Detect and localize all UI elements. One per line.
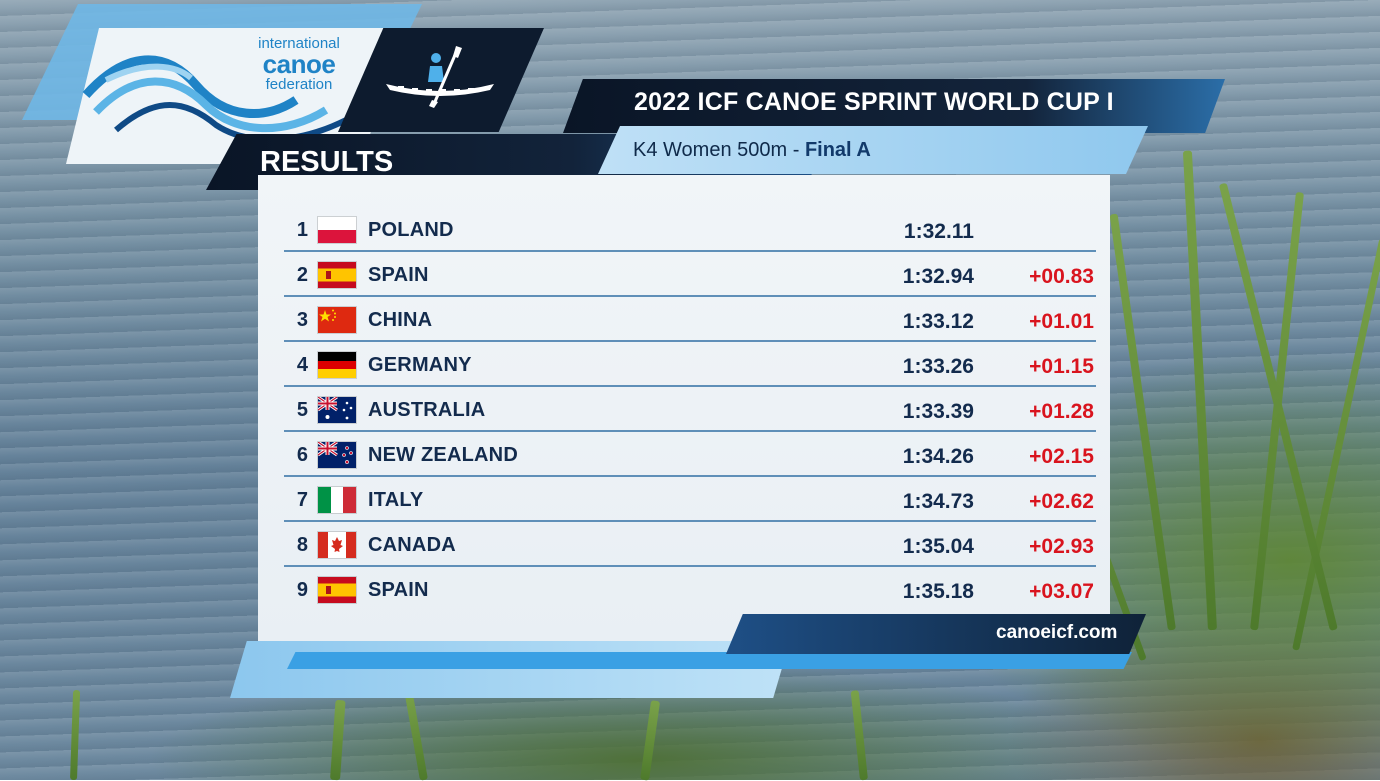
- country-name: SPAIN: [368, 579, 429, 601]
- row-divider: [284, 340, 1096, 342]
- result-row: 9 SPAIN 1:35.18 +03.07: [284, 567, 1096, 612]
- time-behind: +02.93: [1029, 535, 1094, 558]
- country-name: POLAND: [368, 219, 454, 241]
- logo-line-2: canoe: [262, 49, 336, 79]
- finish-time: 1:32.11: [903, 220, 974, 243]
- country-name: CANADA: [368, 534, 456, 556]
- website-label: canoeicf.com: [996, 622, 1118, 643]
- finish-time: 1:34.26: [902, 445, 974, 468]
- rank: 2: [296, 264, 308, 286]
- footer-light-band: [230, 641, 790, 698]
- row-divider: [284, 385, 1096, 387]
- time-behind: +00.83: [1029, 265, 1094, 288]
- rank: 1: [296, 219, 308, 241]
- finish-time: 1:32.94: [902, 265, 974, 288]
- logo-line-3: federation: [265, 76, 333, 93]
- row-divider: [284, 520, 1096, 522]
- finish-time: 1:33.26: [902, 355, 974, 378]
- result-row: 3 CHINA 1:33.12 +01.01: [284, 297, 1096, 342]
- result-row: 2 SPAIN 1:32.94 +00.83: [284, 252, 1096, 297]
- canada-flag-icon: [318, 532, 356, 558]
- time-behind: +02.62: [1029, 490, 1094, 513]
- row-divider: [284, 430, 1096, 432]
- germany-flag-icon: [318, 352, 356, 378]
- spain-flag-icon: [318, 577, 356, 603]
- rank: 7: [296, 489, 308, 511]
- result-row: 8 CANADA 1:35.04 +02.93: [284, 522, 1096, 567]
- logo-line-1: international: [258, 35, 340, 52]
- kayak-paddler-icon: [386, 46, 494, 108]
- rank: 6: [296, 444, 308, 466]
- finish-time: 1:33.39: [902, 400, 974, 423]
- country-name: SPAIN: [368, 264, 429, 286]
- country-name: ITALY: [368, 489, 424, 511]
- event-title: 2022 ICF CANOE SPRINT WORLD CUP I: [634, 88, 1114, 116]
- footer-website-bar: [726, 614, 1146, 654]
- race-phase: Final A: [804, 139, 871, 161]
- new-zealand-flag-icon: [318, 442, 356, 468]
- time-behind: +01.28: [1029, 400, 1094, 423]
- race-separator: -: [787, 139, 805, 161]
- result-row: 6 NEW ZEALAND 1:34.26 +02.15: [284, 432, 1096, 477]
- row-divider: [284, 475, 1096, 477]
- time-behind: +01.15: [1029, 355, 1094, 378]
- country-name: AUSTRALIA: [368, 399, 486, 421]
- race-name: K4 Women 500m: [633, 139, 788, 161]
- spain-flag-icon: [318, 262, 356, 288]
- finish-time: 1:35.18: [902, 580, 974, 603]
- rank: 3: [296, 309, 308, 331]
- rank: 5: [296, 399, 308, 421]
- result-row: 1 POLAND 1:32.11: [284, 207, 1096, 252]
- italy-flag-icon: [318, 487, 356, 513]
- race-subtitle: K4 Women 500m - Final A: [633, 139, 871, 162]
- result-row: 4 GERMANY 1:33.26 +01.15: [284, 342, 1096, 387]
- footer-accent-stripe: [287, 652, 1132, 669]
- icf-wordmark: international canoe federation: [253, 36, 345, 92]
- time-behind: +01.01: [1029, 310, 1094, 333]
- result-row: 7 ITALY 1:34.73 +02.62: [284, 477, 1096, 522]
- rank: 9: [296, 579, 308, 601]
- poland-flag-icon: [318, 217, 356, 243]
- results-panel: [258, 175, 1110, 641]
- row-divider: [284, 565, 1096, 567]
- event-title-bar: [563, 79, 1225, 133]
- australia-flag-icon: [318, 397, 356, 423]
- row-divider: [284, 295, 1096, 297]
- country-name: NEW ZEALAND: [368, 444, 518, 466]
- country-name: GERMANY: [368, 354, 472, 376]
- rank: 8: [296, 534, 308, 556]
- time-behind: +02.15: [1029, 445, 1094, 468]
- results-label: RESULTS: [260, 146, 394, 178]
- result-row: 5 AUSTRALIA 1:33.39 +01.28: [284, 387, 1096, 432]
- rank: 4: [296, 354, 308, 376]
- country-name: CHINA: [368, 309, 433, 331]
- race-subtitle-bar: [598, 126, 1148, 174]
- time-behind: +03.07: [1029, 580, 1094, 603]
- finish-time: 1:34.73: [902, 490, 974, 513]
- china-flag-icon: [318, 307, 356, 333]
- row-divider: [284, 250, 1096, 252]
- finish-time: 1:33.12: [902, 310, 974, 333]
- finish-time: 1:35.04: [902, 535, 974, 558]
